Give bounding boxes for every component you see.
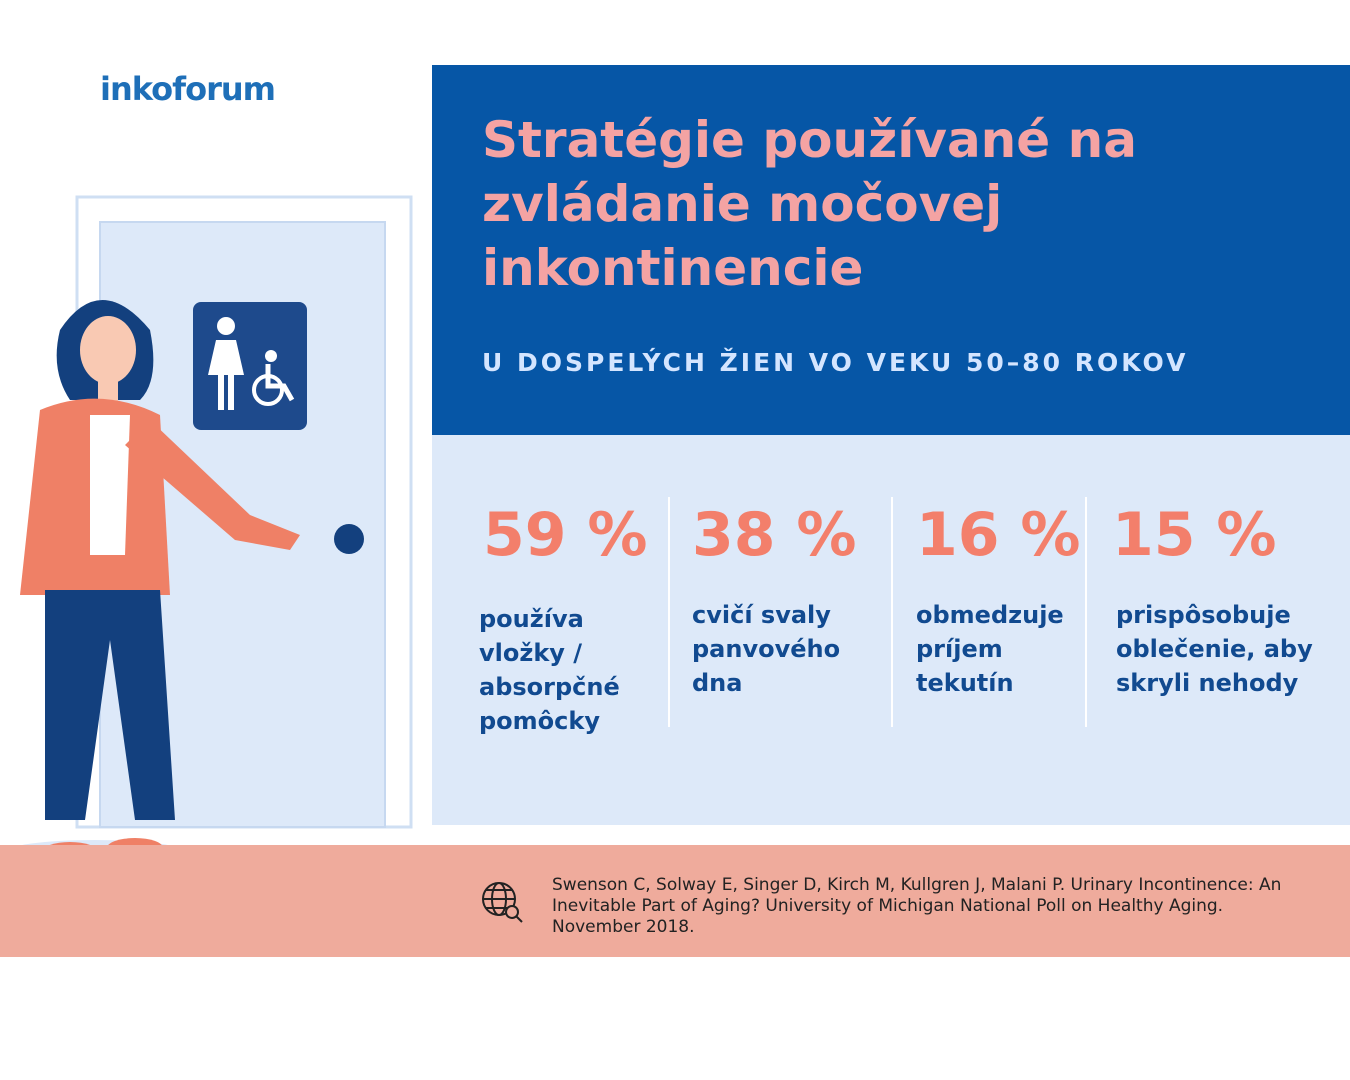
source: Swenson C, Solway E, Singer D, Kirch M, … [552, 875, 1282, 937]
subtitle: U DOSPELÝCH ŽIEN VO VEKU 50–80 ROKOV [482, 348, 1189, 377]
logo: inkoforum [100, 70, 276, 108]
divider [891, 497, 893, 727]
header-panel [432, 65, 1350, 435]
stat-text: používa vložky / absorpčné pomôcky [479, 605, 620, 735]
source-band [0, 845, 1350, 957]
stat-value: 59 % [483, 500, 648, 570]
stat-text: obmedzuje príjem tekutín [916, 601, 1064, 697]
stat-text: prispôsobuje oblečenie, aby skryli nehod… [1116, 601, 1313, 697]
globe-icon [482, 882, 523, 923]
title: Stratégie používané na zvládanie močovej… [482, 111, 1137, 297]
stat-value: 15 % [1112, 500, 1277, 570]
divider [1085, 497, 1087, 727]
stat-value: 38 % [692, 500, 857, 570]
stat-value: 16 % [916, 500, 1081, 570]
stat-text: cvičí svaly panvového dna [692, 601, 841, 697]
divider [668, 497, 670, 727]
illustration [5, 195, 413, 864]
